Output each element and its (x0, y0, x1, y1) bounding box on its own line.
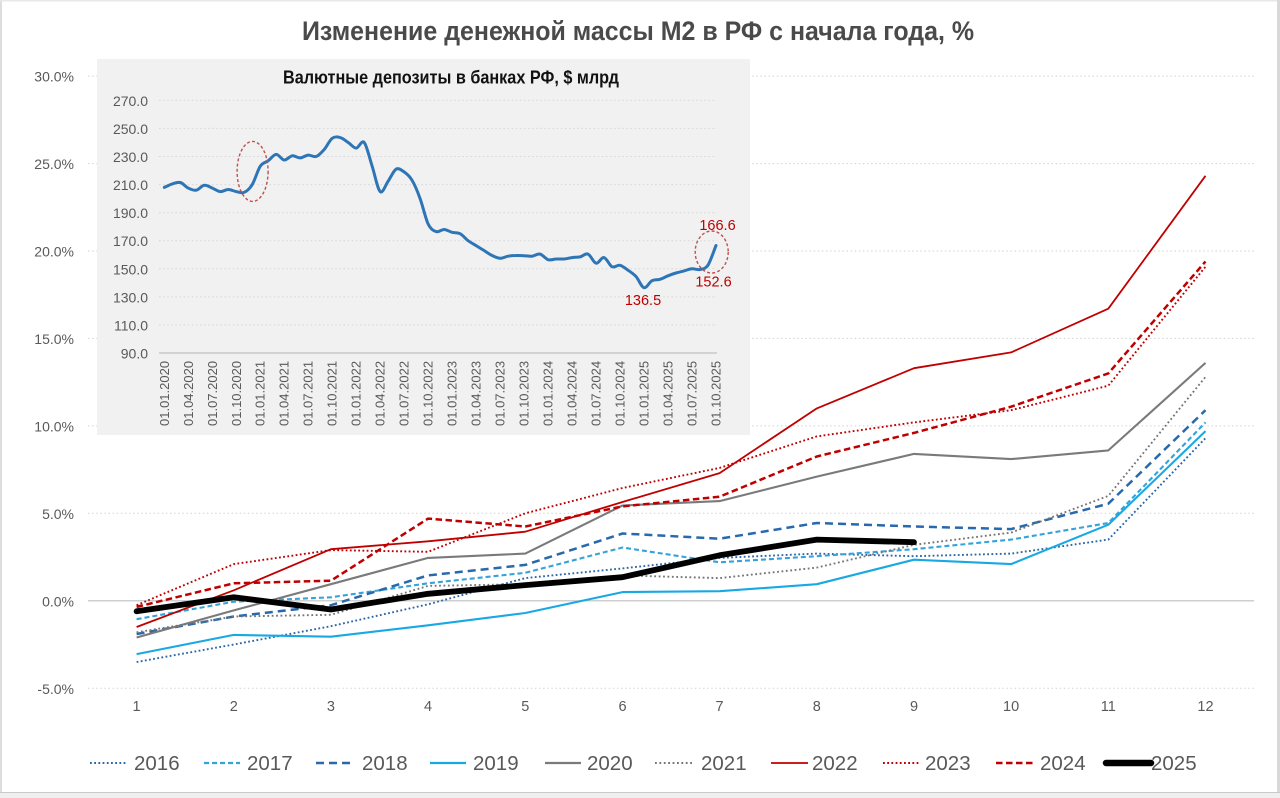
svg-text:01.10.2022: 01.10.2022 (421, 361, 436, 426)
svg-text:2018: 2018 (362, 752, 408, 775)
svg-text:2025: 2025 (1151, 752, 1197, 775)
svg-text:2024: 2024 (1040, 752, 1086, 775)
svg-text:136.5: 136.5 (625, 293, 661, 309)
svg-text:2022: 2022 (812, 752, 858, 775)
svg-text:9: 9 (910, 699, 918, 715)
svg-text:10.0%: 10.0% (34, 418, 74, 434)
svg-text:01.07.2021: 01.07.2021 (301, 361, 316, 426)
svg-text:2020: 2020 (587, 752, 633, 775)
svg-text:5: 5 (521, 699, 529, 715)
svg-text:8: 8 (813, 699, 821, 715)
svg-text:01.10.2025: 01.10.2025 (709, 361, 724, 426)
svg-text:01.04.2025: 01.04.2025 (661, 361, 676, 426)
svg-text:166.6: 166.6 (699, 218, 735, 234)
svg-text:4: 4 (424, 699, 432, 715)
svg-text:01.07.2023: 01.07.2023 (493, 361, 508, 426)
svg-text:12: 12 (1197, 699, 1213, 715)
svg-text:210.0: 210.0 (113, 177, 148, 193)
svg-text:Валютные депозиты в банках РФ,: Валютные депозиты в банках РФ, $ млрд (283, 68, 620, 88)
svg-text:20.0%: 20.0% (34, 244, 74, 260)
svg-text:270.0: 270.0 (113, 93, 148, 109)
svg-text:01.10.2021: 01.10.2021 (325, 361, 340, 426)
svg-text:01.10.2024: 01.10.2024 (613, 361, 628, 426)
svg-text:01.10.2020: 01.10.2020 (229, 361, 244, 426)
svg-text:2021: 2021 (701, 752, 747, 775)
svg-text:110.0: 110.0 (114, 317, 148, 333)
svg-text:01.04.2021: 01.04.2021 (277, 361, 292, 426)
svg-text:1: 1 (133, 699, 141, 715)
svg-text:7: 7 (716, 699, 724, 715)
svg-text:2: 2 (230, 699, 238, 715)
svg-text:150.0: 150.0 (113, 261, 148, 277)
svg-text:11: 11 (1101, 699, 1116, 715)
svg-text:2016: 2016 (134, 752, 180, 775)
svg-text:-5.0%: -5.0% (37, 681, 74, 697)
svg-text:01.10.2023: 01.10.2023 (517, 361, 532, 426)
svg-text:5.0%: 5.0% (42, 506, 74, 522)
svg-text:01.07.2020: 01.07.2020 (205, 361, 220, 426)
svg-text:01.07.2025: 01.07.2025 (685, 361, 700, 426)
svg-text:Изменение денежной массы М2 в: Изменение денежной массы М2 в РФ с начал… (302, 16, 974, 46)
svg-text:230.0: 230.0 (113, 149, 148, 165)
svg-text:10: 10 (1003, 699, 1019, 715)
svg-text:01.01.2021: 01.01.2021 (253, 361, 268, 426)
svg-text:01.04.2020: 01.04.2020 (181, 361, 196, 426)
svg-text:01.01.2022: 01.01.2022 (349, 361, 364, 426)
svg-text:2017: 2017 (247, 752, 293, 775)
svg-text:25.0%: 25.0% (34, 156, 74, 172)
svg-text:2019: 2019 (473, 752, 519, 775)
svg-text:190.0: 190.0 (113, 205, 148, 221)
svg-text:01.01.2020: 01.01.2020 (157, 361, 172, 426)
svg-text:130.0: 130.0 (113, 289, 148, 305)
svg-text:01.04.2022: 01.04.2022 (373, 361, 388, 426)
svg-text:30.0%: 30.0% (34, 69, 74, 85)
svg-text:6: 6 (618, 699, 626, 715)
svg-text:01.01.2024: 01.01.2024 (541, 361, 556, 426)
svg-text:0.0%: 0.0% (42, 593, 74, 609)
svg-text:01.07.2022: 01.07.2022 (397, 361, 412, 426)
svg-text:152.6: 152.6 (695, 275, 731, 291)
svg-text:170.0: 170.0 (113, 233, 148, 249)
svg-text:01.01.2025: 01.01.2025 (637, 361, 652, 426)
svg-text:01.04.2024: 01.04.2024 (565, 361, 580, 426)
svg-text:3: 3 (327, 699, 335, 715)
svg-text:2023: 2023 (925, 752, 971, 775)
svg-text:01.07.2024: 01.07.2024 (589, 361, 604, 426)
svg-text:90.0: 90.0 (121, 346, 148, 362)
svg-text:01.04.2023: 01.04.2023 (469, 361, 484, 426)
svg-text:01.01.2023: 01.01.2023 (445, 361, 460, 426)
svg-text:250.0: 250.0 (113, 121, 148, 137)
svg-text:15.0%: 15.0% (34, 331, 74, 347)
